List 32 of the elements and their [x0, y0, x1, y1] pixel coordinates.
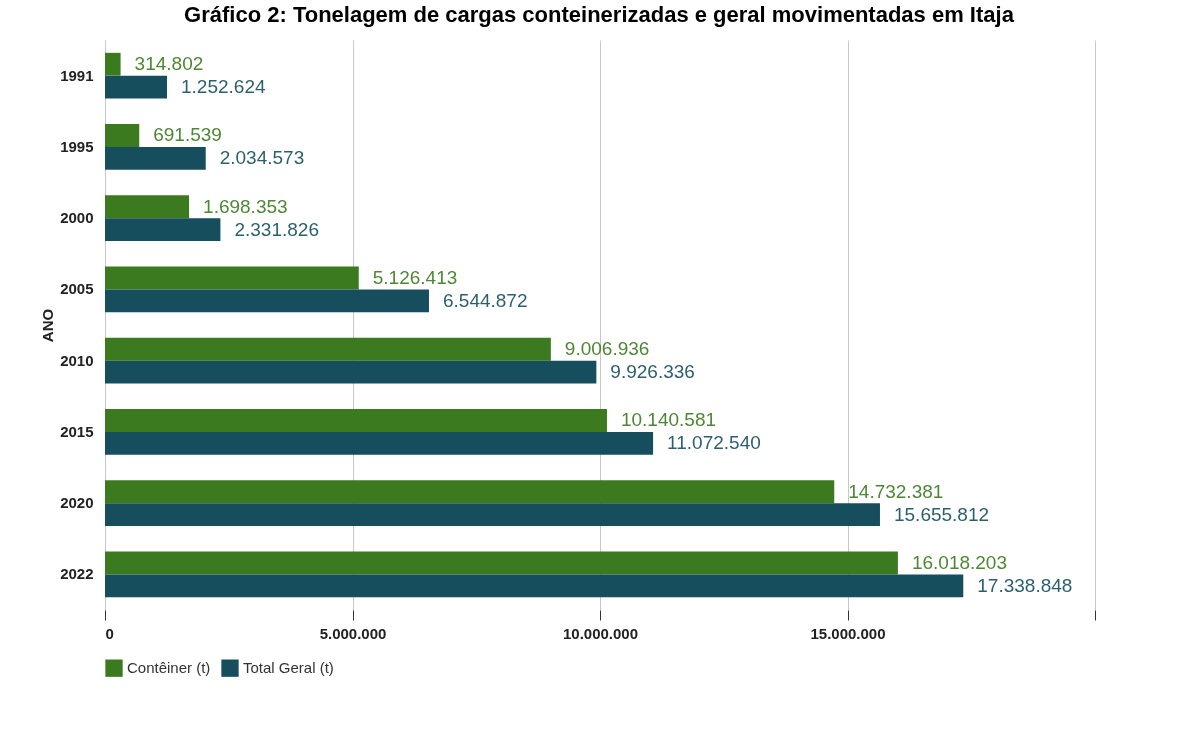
x-tick-label: 10.000.000: [562, 624, 639, 642]
legend-label: Total Geral (t): [243, 659, 334, 677]
data-label: 1.698.353: [203, 195, 288, 217]
chart-title: Gráfico 2: Tonelagem de cargas conteinerizadas e geral movimentadas em Itaja: [183, 1, 1015, 29]
data-label: 11.072.540: [667, 432, 761, 454]
y-tick-label: 2022: [60, 565, 94, 583]
data-label: 16.018.203: [911, 551, 1007, 573]
data-label: 2.034.573: [219, 147, 305, 169]
y-tick-label: 2015: [60, 422, 94, 440]
data-label: 5.126.413: [372, 266, 458, 288]
data-label: 17.338.848: [977, 574, 1073, 596]
y-tick-label: 2005: [60, 280, 94, 298]
y-axis-title: ANO: [39, 308, 57, 343]
data-label: 9.926.336: [610, 361, 695, 383]
y-tick-label: 1991: [60, 66, 94, 84]
data-label: 1.252.624: [181, 76, 266, 98]
y-tick-label: 2000: [60, 209, 94, 227]
y-tick-label: 1995: [60, 137, 94, 155]
legend-label: Contêiner (t): [127, 659, 211, 677]
y-tick-label: 2010: [60, 351, 94, 369]
x-tick-label: 0: [105, 624, 114, 642]
y-tick-label: 2020: [60, 494, 94, 512]
data-label: 6.544.872: [442, 289, 528, 311]
data-label: 15.655.812: [893, 503, 990, 525]
x-tick-label: 5.000.000: [319, 624, 387, 642]
data-label: 10.140.581: [620, 409, 717, 431]
data-label: 14.732.381: [848, 480, 944, 502]
data-label: 9.006.936: [564, 338, 650, 360]
data-label: 691.539: [153, 124, 222, 146]
x-tick-label: 15.000.000: [810, 624, 886, 642]
data-label: 314.802: [134, 53, 204, 75]
data-label: 2.331.826: [234, 218, 319, 240]
